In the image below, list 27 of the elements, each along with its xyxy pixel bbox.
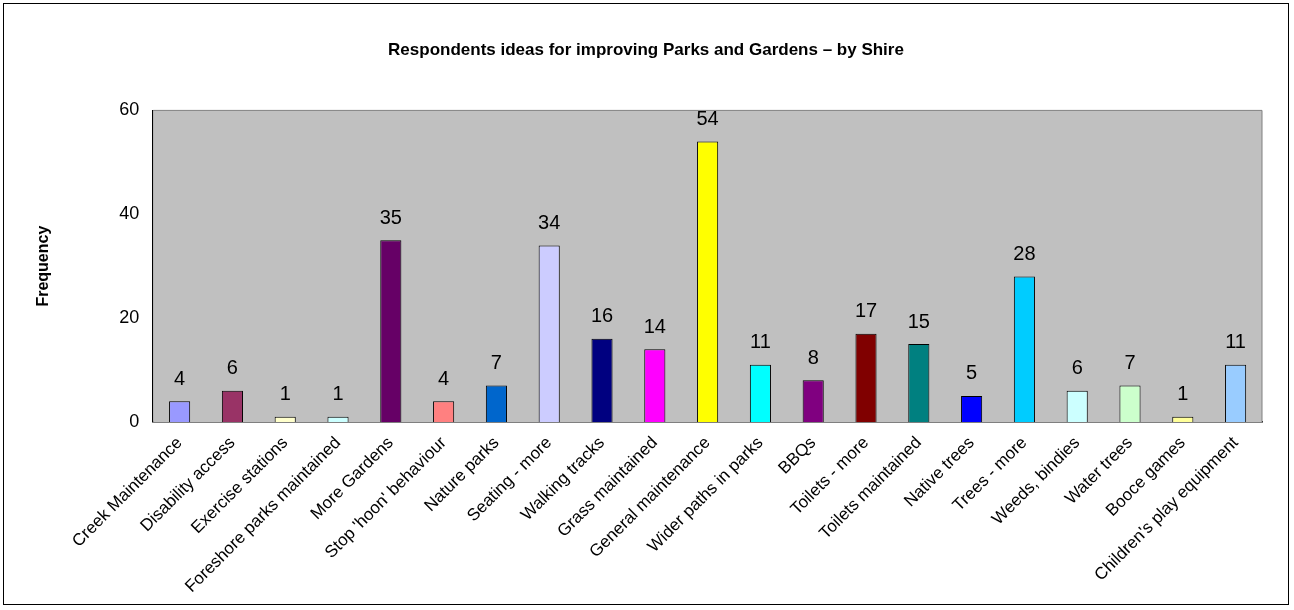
data-label: 1 [1177, 382, 1189, 405]
data-label: 54 [696, 107, 719, 130]
data-label: 8 [807, 345, 819, 368]
y-tick-label: 20 [119, 307, 140, 328]
data-label: 34 [538, 210, 561, 233]
data-label: 11 [750, 330, 771, 353]
y-axis-title: Frequency [34, 225, 52, 307]
data-label: 6 [1071, 356, 1083, 379]
y-tick-label: 60 [119, 99, 140, 120]
data-label: 7 [490, 351, 502, 374]
data-label: 7 [1124, 351, 1136, 374]
data-label: 5 [966, 361, 978, 384]
data-label: 6 [226, 356, 238, 379]
data-label: 1 [279, 382, 291, 405]
data-label: 16 [590, 304, 614, 327]
y-tick-label: 40 [119, 203, 140, 224]
data-label: 1 [332, 382, 344, 405]
data-label: 14 [643, 314, 666, 337]
data-label: 4 [174, 366, 186, 389]
data-label: 11 [1225, 330, 1246, 353]
data-label: 4 [438, 366, 450, 389]
data-label: 17 [854, 299, 878, 322]
data-label: 15 [907, 309, 930, 332]
y-tick-label: 0 [129, 410, 140, 431]
data-label: 28 [1013, 242, 1036, 265]
data-label: 35 [379, 205, 402, 228]
chart-title: Respondents ideas for improving Parks and Gardens – by Shire [388, 39, 904, 59]
